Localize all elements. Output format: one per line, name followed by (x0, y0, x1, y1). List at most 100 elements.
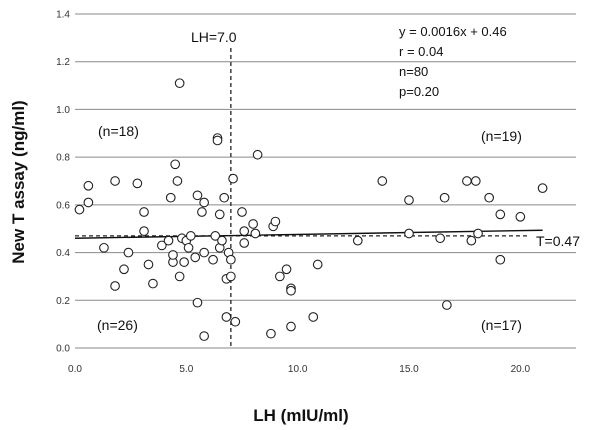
data-point (83, 197, 94, 208)
data-point (442, 300, 452, 310)
data-point (404, 195, 414, 205)
x-axis-title: LH (mIU/ml) (253, 406, 348, 425)
data-point (197, 207, 207, 217)
y-tick-label: 0.4 (56, 248, 70, 259)
data-point (217, 235, 227, 246)
data-point (495, 254, 506, 265)
regression-line-group (74, 229, 543, 239)
data-point (352, 235, 363, 246)
data-point (170, 159, 181, 170)
data-point (466, 235, 477, 246)
data-point (185, 231, 196, 241)
y-tick-label: 0.2 (56, 296, 70, 307)
x-tick-labels: 0.0 5.0 10.0 15.0 20.0 (68, 364, 530, 375)
y-tick-label: 0.8 (56, 153, 70, 164)
data-point (286, 285, 296, 296)
data-point (484, 192, 495, 203)
data-point (252, 149, 263, 160)
data-point (148, 278, 158, 289)
data-point (139, 226, 149, 236)
data-point (190, 252, 201, 263)
data-point (168, 250, 178, 260)
data-point (248, 219, 258, 229)
data-point (237, 207, 247, 217)
lh-threshold-label: LH=7.0 (191, 29, 237, 45)
y-tick-label: 1.0 (56, 105, 70, 116)
data-point (515, 211, 526, 222)
data-point (281, 264, 292, 275)
x-tick-label: 0.0 (68, 364, 82, 375)
y-axis-title: New T assay (ng/ml) (9, 100, 28, 263)
data-point (110, 176, 120, 186)
data-point (183, 242, 194, 253)
quadrant-top-left-count: (n=18) (98, 123, 139, 139)
stats-equation: y = 0.0016x + 0.46 (399, 24, 507, 39)
data-point (470, 176, 481, 186)
data-point (199, 331, 209, 341)
data-point (110, 281, 120, 291)
data-point (312, 259, 323, 270)
threshold-lines (75, 48, 529, 348)
data-point (404, 228, 414, 239)
data-point (214, 209, 225, 220)
y-tick-label: 1.2 (56, 57, 70, 68)
data-point (439, 192, 450, 203)
data-point (221, 312, 232, 322)
y-tick-label: 0.6 (56, 200, 70, 211)
data-point (219, 192, 230, 203)
data-point (230, 316, 241, 327)
data-point (228, 173, 238, 184)
data-point (99, 242, 109, 253)
stats-n: n=80 (399, 64, 428, 79)
stats-p: p=0.20 (399, 84, 439, 99)
data-point (174, 271, 185, 282)
x-tick-label: 20.0 (511, 364, 531, 375)
x-tick-label: 10.0 (288, 364, 308, 375)
data-point (199, 197, 209, 208)
data-point (239, 238, 250, 248)
data-point (462, 176, 472, 186)
data-point (156, 240, 167, 251)
quadrant-bottom-left-count: (n=26) (97, 317, 138, 333)
data-point (212, 135, 223, 146)
data-point (308, 312, 319, 322)
data-point (119, 264, 129, 275)
x-tick-label: 15.0 (399, 364, 419, 375)
data-point (435, 233, 446, 244)
y-tick-label: 1.4 (56, 10, 70, 21)
data-point (208, 254, 218, 265)
data-point (139, 207, 149, 217)
data-point (199, 247, 209, 258)
data-point (123, 247, 134, 258)
data-point (226, 271, 236, 282)
data-point (250, 228, 261, 239)
data-point (163, 235, 174, 246)
quadrant-top-right-count: (n=19) (481, 128, 522, 144)
data-point (266, 328, 276, 339)
data-point (286, 321, 296, 332)
data-point (132, 178, 143, 189)
data-point (377, 176, 388, 186)
data-point (275, 271, 285, 282)
data-point (473, 228, 483, 239)
t-threshold-label: T=0.47 (536, 233, 580, 249)
data-point (165, 192, 176, 203)
data-point (74, 204, 85, 215)
data-point (179, 257, 189, 267)
data-point (210, 231, 221, 241)
data-point (172, 176, 183, 186)
data-point (192, 190, 203, 201)
data-point (174, 78, 185, 89)
stats-r: r = 0.04 (399, 44, 443, 59)
data-point (192, 297, 203, 308)
x-tick-label: 5.0 (179, 364, 193, 375)
y-tick-labels: 0.0 0.2 0.4 0.6 0.8 1.0 1.2 1.4 (56, 10, 70, 355)
data-point (83, 180, 94, 191)
data-point (226, 254, 236, 265)
y-tick-label: 0.0 (56, 344, 70, 355)
data-points (74, 78, 548, 341)
data-point (239, 226, 250, 236)
data-point (495, 209, 506, 220)
data-point (537, 183, 548, 194)
